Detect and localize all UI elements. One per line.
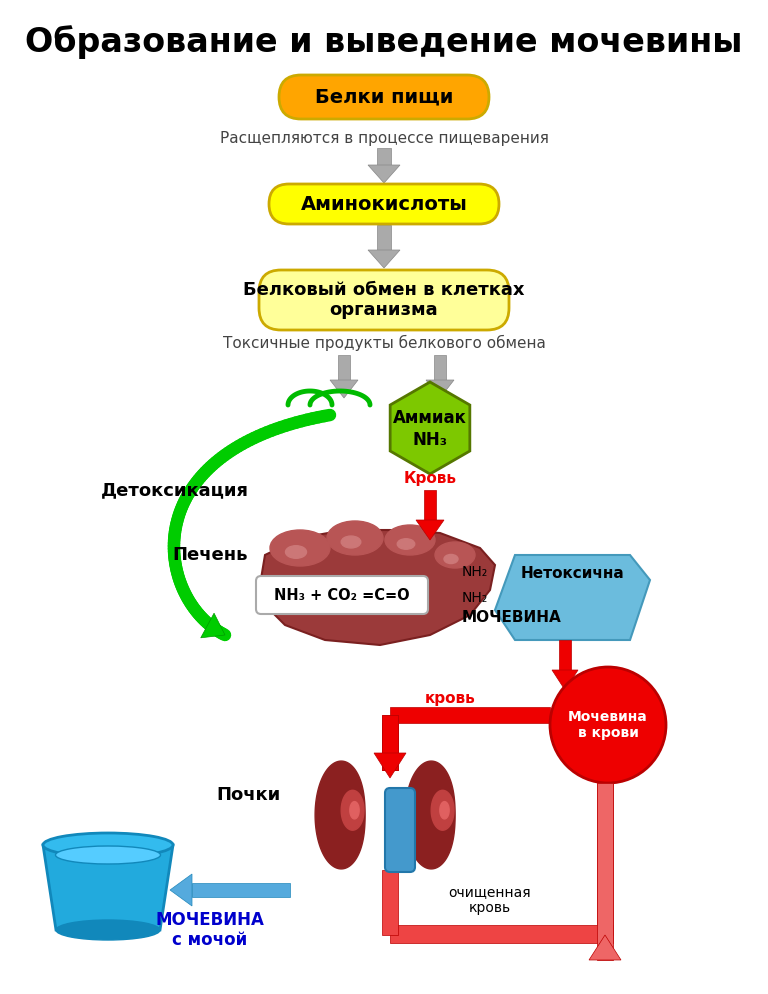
Polygon shape	[368, 250, 400, 268]
Polygon shape	[434, 355, 446, 380]
Text: Аминокислоты: Аминокислоты	[300, 195, 468, 214]
Text: Нетоксична: Нетоксична	[520, 566, 624, 580]
Polygon shape	[416, 520, 444, 540]
Polygon shape	[382, 870, 398, 935]
Polygon shape	[382, 715, 398, 753]
Polygon shape	[170, 874, 192, 906]
Ellipse shape	[444, 555, 458, 564]
Text: NH₂: NH₂	[462, 591, 488, 605]
Ellipse shape	[327, 521, 383, 555]
Polygon shape	[341, 790, 364, 830]
Polygon shape	[390, 707, 550, 723]
Polygon shape	[559, 640, 571, 670]
Polygon shape	[597, 782, 613, 935]
Circle shape	[550, 667, 666, 783]
Polygon shape	[368, 165, 400, 183]
Text: Образование и выведение мочевины: Образование и выведение мочевины	[25, 25, 743, 59]
Polygon shape	[315, 761, 365, 869]
Polygon shape	[338, 355, 350, 380]
FancyBboxPatch shape	[256, 576, 428, 614]
Text: NH₃ + CO₂ =C=O: NH₃ + CO₂ =C=O	[274, 587, 410, 602]
Text: Кровь: Кровь	[403, 470, 456, 485]
Polygon shape	[597, 783, 613, 960]
Polygon shape	[426, 380, 454, 398]
Ellipse shape	[43, 833, 173, 857]
Polygon shape	[390, 382, 470, 474]
Polygon shape	[377, 148, 391, 165]
Text: NH₂: NH₂	[462, 565, 488, 579]
Polygon shape	[350, 801, 359, 819]
Text: Почки: Почки	[216, 786, 280, 804]
Polygon shape	[390, 925, 613, 943]
Polygon shape	[200, 613, 225, 638]
Ellipse shape	[397, 539, 415, 550]
Text: Печень: Печень	[172, 546, 248, 564]
Text: Белковый обмен в клетках
организма: Белковый обмен в клетках организма	[243, 280, 525, 319]
FancyBboxPatch shape	[259, 270, 509, 330]
Text: Детоксикация: Детоксикация	[101, 481, 249, 499]
Ellipse shape	[55, 846, 161, 864]
FancyBboxPatch shape	[279, 75, 489, 119]
Ellipse shape	[286, 546, 306, 559]
FancyBboxPatch shape	[269, 184, 499, 224]
Text: очищенная
кровь: очищенная кровь	[449, 885, 531, 915]
Polygon shape	[330, 380, 358, 398]
Ellipse shape	[270, 530, 330, 566]
Text: Аммиак: Аммиак	[393, 409, 467, 427]
Ellipse shape	[56, 920, 160, 940]
Text: Расщепляются в процессе пищеварения: Расщепляются в процессе пищеварения	[220, 130, 548, 145]
Polygon shape	[495, 555, 650, 640]
Ellipse shape	[385, 525, 435, 555]
Polygon shape	[431, 790, 454, 830]
Polygon shape	[377, 225, 391, 250]
Polygon shape	[440, 801, 449, 819]
Text: Токсичные продукты белкового обмена: Токсичные продукты белкового обмена	[223, 335, 545, 351]
Text: кровь: кровь	[425, 691, 475, 706]
Polygon shape	[382, 723, 398, 770]
Polygon shape	[43, 845, 173, 930]
Ellipse shape	[341, 536, 361, 548]
Text: МОЧЕВИНА: МОЧЕВИНА	[462, 610, 561, 625]
Polygon shape	[589, 935, 621, 960]
Polygon shape	[374, 753, 406, 778]
Polygon shape	[405, 761, 455, 869]
Polygon shape	[552, 670, 578, 690]
Polygon shape	[260, 530, 495, 645]
Polygon shape	[192, 883, 290, 897]
Polygon shape	[424, 490, 436, 520]
Polygon shape	[382, 715, 398, 770]
Text: Белки пищи: Белки пищи	[315, 87, 453, 106]
FancyBboxPatch shape	[385, 788, 415, 872]
Text: Мочевина
в крови: Мочевина в крови	[568, 710, 648, 741]
Text: NH₃: NH₃	[412, 431, 448, 449]
Ellipse shape	[435, 542, 475, 568]
Text: МОЧЕВИНА
с мочой: МОЧЕВИНА с мочой	[156, 911, 264, 949]
